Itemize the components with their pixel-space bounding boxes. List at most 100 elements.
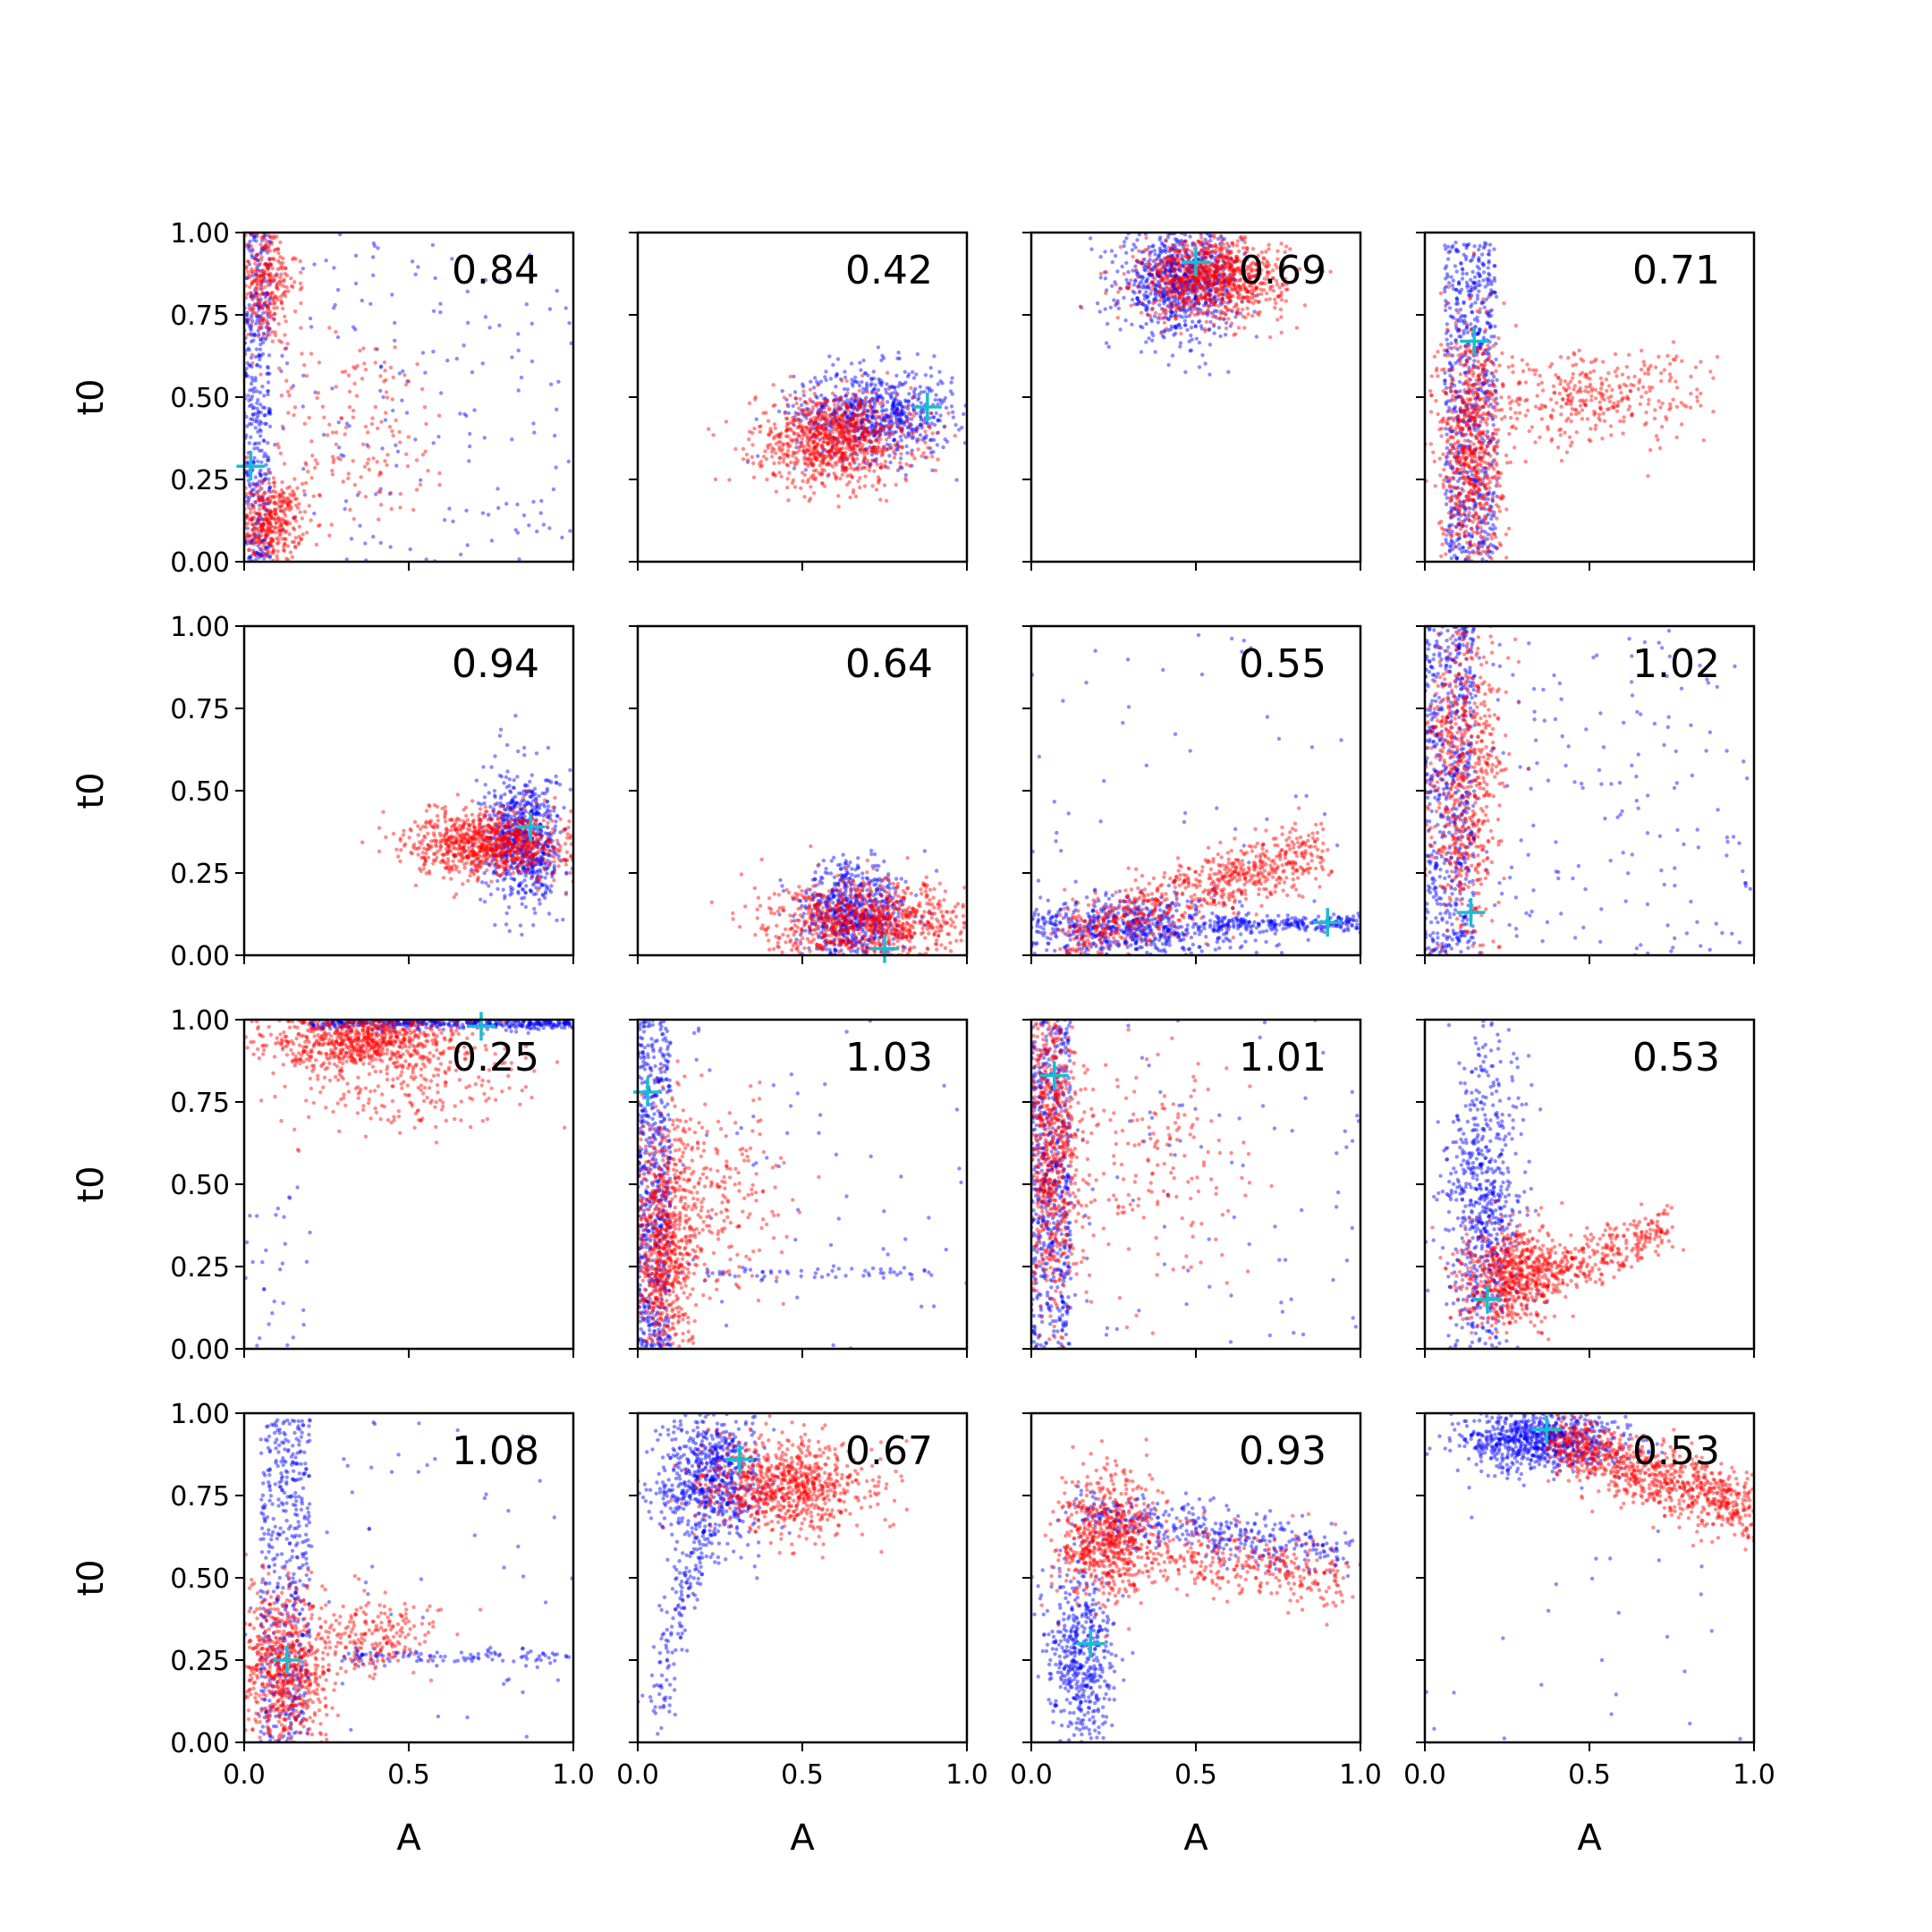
scatter-point — [1445, 337, 1449, 342]
scatter-point — [1227, 267, 1233, 271]
scatter-point — [445, 358, 450, 363]
scatter-point — [258, 318, 262, 324]
scatter-point — [316, 391, 321, 395]
scatter-point — [1180, 292, 1184, 296]
scatter-point — [1191, 289, 1197, 293]
scatter-point — [873, 431, 877, 436]
scatter-point — [1486, 321, 1490, 326]
scatter-point — [1447, 524, 1452, 530]
scatter-point — [1224, 290, 1229, 295]
scatter-point — [707, 427, 711, 431]
scatter-point — [1202, 277, 1207, 282]
scatter-point — [1297, 267, 1302, 271]
scatter-point — [811, 452, 816, 456]
scatter-point — [266, 283, 270, 288]
scatter-point — [257, 303, 261, 308]
scatter-point — [1189, 267, 1194, 271]
scatter-point — [292, 477, 297, 481]
scatter-point — [752, 426, 757, 431]
scatter-point — [1454, 287, 1459, 292]
scatter-point — [1487, 378, 1491, 383]
scatter-point — [552, 433, 557, 438]
scatter-point — [893, 452, 897, 456]
scatter-point — [1197, 270, 1201, 275]
scatter-point — [261, 521, 267, 526]
scatter-point — [284, 285, 289, 290]
scatter-point — [1198, 274, 1202, 278]
scatter-point — [1476, 283, 1480, 288]
scatter-point — [1222, 300, 1227, 305]
scatter-point — [1462, 519, 1466, 524]
scatter-point — [1189, 306, 1193, 310]
scatter-point — [1251, 260, 1256, 265]
scatter-point — [909, 432, 913, 436]
panel-points — [1078, 233, 1333, 377]
scatter-point — [300, 352, 304, 356]
scatter-point — [1161, 265, 1165, 269]
scatter-point — [894, 393, 899, 398]
scatter-point — [1188, 278, 1192, 284]
scatter-point — [1253, 299, 1258, 303]
scatter-point — [1148, 314, 1153, 318]
scatter-point — [1208, 297, 1212, 301]
scatter-point — [283, 346, 287, 352]
scatter-point — [1213, 269, 1217, 274]
scatter-point — [767, 433, 772, 437]
scatter-point — [1229, 321, 1234, 326]
scatter-point — [1275, 249, 1280, 253]
scatter-point — [1191, 281, 1195, 285]
scatter-point — [1173, 274, 1177, 278]
scatter-point — [844, 415, 849, 419]
scatter-point — [414, 487, 419, 492]
scatter-point — [272, 318, 276, 322]
scatter-point — [254, 482, 259, 487]
scatter-point — [250, 517, 254, 521]
scatter-point — [770, 446, 775, 451]
scatter-point — [1182, 275, 1187, 280]
scatter-point — [818, 426, 824, 430]
scatter-point — [291, 284, 295, 290]
scatter-point — [778, 455, 783, 461]
scatter-point — [297, 524, 302, 529]
scatter-point — [1148, 272, 1152, 276]
scatter-point — [454, 356, 459, 361]
scatter-point — [826, 436, 832, 442]
scatter-point — [250, 297, 255, 301]
scatter-point — [279, 494, 284, 498]
scatter-point — [1173, 237, 1178, 242]
scatter-point — [883, 418, 887, 422]
scatter-point — [1203, 281, 1208, 286]
scatter-point — [1219, 254, 1224, 258]
scatter-point — [852, 447, 857, 452]
scatter-point — [838, 406, 843, 411]
scatter-point — [836, 407, 841, 411]
scatter-point — [1444, 331, 1449, 335]
scatter-point — [254, 291, 259, 296]
scatter-point — [915, 439, 919, 444]
scatter-point — [897, 426, 902, 430]
scatter-point — [861, 409, 866, 413]
scatter-point — [258, 553, 262, 557]
scatter-point — [270, 538, 275, 544]
scatter-point — [827, 440, 832, 445]
scatter-point — [1479, 388, 1483, 393]
scatter-point — [263, 451, 267, 456]
scatter-point — [359, 475, 363, 479]
scatter-point — [829, 449, 834, 453]
scatter-point — [433, 275, 437, 281]
scatter-point — [1491, 423, 1496, 428]
scatter-point — [250, 360, 255, 365]
scatter-point — [292, 514, 298, 520]
scatter-point — [332, 457, 336, 462]
scatter-point — [1203, 288, 1208, 292]
scatter-point — [1183, 250, 1188, 255]
scatter-point — [1114, 282, 1118, 287]
scatter-point — [785, 441, 790, 446]
scatter-point — [416, 265, 420, 269]
scatter-point — [817, 470, 821, 476]
scatter-point — [796, 418, 801, 422]
scatter-point — [851, 417, 855, 421]
scatter-point — [282, 511, 286, 515]
scatter-point — [816, 411, 821, 416]
scatter-point — [487, 326, 492, 330]
